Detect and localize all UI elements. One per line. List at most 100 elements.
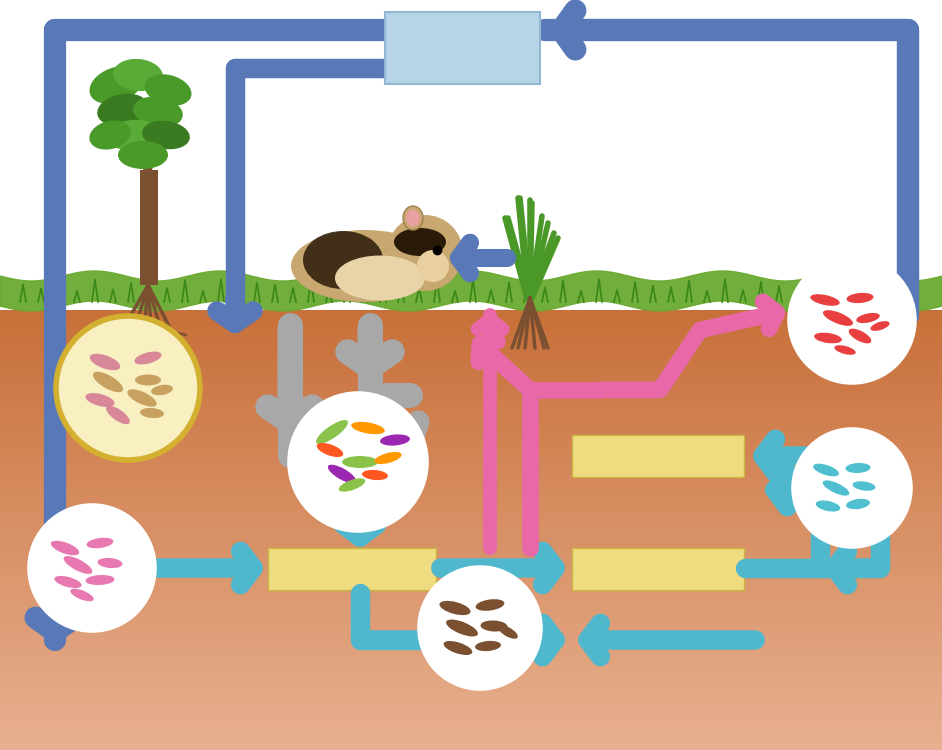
Bar: [140, 170, 158, 285]
Bar: [0, 478, 942, 487]
Ellipse shape: [813, 464, 839, 476]
Ellipse shape: [86, 393, 115, 407]
Ellipse shape: [328, 465, 356, 483]
Circle shape: [790, 258, 914, 382]
Ellipse shape: [142, 121, 190, 149]
Bar: [0, 383, 942, 392]
Bar: [0, 420, 942, 428]
Ellipse shape: [118, 141, 168, 169]
Circle shape: [30, 506, 154, 630]
Bar: [0, 369, 942, 377]
Bar: [0, 332, 942, 340]
Bar: [0, 713, 942, 722]
Ellipse shape: [380, 434, 410, 445]
Bar: [0, 530, 942, 538]
Ellipse shape: [303, 231, 383, 289]
Bar: [0, 581, 942, 590]
Bar: [0, 662, 942, 670]
Bar: [0, 486, 942, 494]
Bar: [0, 391, 942, 399]
Ellipse shape: [93, 372, 123, 392]
Ellipse shape: [853, 482, 875, 490]
Bar: [0, 728, 942, 736]
Ellipse shape: [135, 374, 161, 386]
Ellipse shape: [135, 352, 162, 364]
Bar: [0, 684, 942, 692]
Ellipse shape: [55, 576, 82, 588]
Ellipse shape: [314, 279, 336, 293]
Bar: [0, 449, 942, 458]
Ellipse shape: [133, 97, 183, 128]
Bar: [0, 464, 942, 472]
Bar: [0, 735, 942, 744]
Ellipse shape: [144, 74, 191, 106]
Ellipse shape: [317, 443, 343, 457]
Bar: [0, 552, 942, 560]
Bar: [0, 706, 942, 714]
Ellipse shape: [106, 120, 160, 150]
Bar: [0, 471, 942, 480]
Circle shape: [387, 215, 463, 291]
Ellipse shape: [847, 293, 873, 303]
Ellipse shape: [140, 408, 164, 418]
Bar: [0, 405, 942, 414]
Ellipse shape: [362, 470, 388, 480]
Ellipse shape: [51, 541, 79, 555]
Bar: [0, 339, 942, 348]
Bar: [0, 676, 942, 685]
Ellipse shape: [846, 463, 870, 473]
Bar: [572, 435, 744, 477]
Ellipse shape: [498, 626, 518, 639]
Ellipse shape: [856, 313, 880, 323]
Bar: [0, 362, 942, 370]
Circle shape: [56, 316, 200, 460]
Bar: [0, 376, 942, 384]
Ellipse shape: [342, 456, 378, 468]
Ellipse shape: [440, 601, 471, 615]
Ellipse shape: [151, 385, 173, 395]
Ellipse shape: [127, 389, 156, 406]
Bar: [0, 633, 942, 641]
Bar: [0, 457, 942, 465]
Ellipse shape: [480, 620, 508, 632]
Ellipse shape: [351, 422, 384, 434]
Bar: [0, 354, 942, 362]
Ellipse shape: [846, 499, 869, 509]
Ellipse shape: [335, 256, 425, 301]
Bar: [0, 610, 942, 619]
Circle shape: [417, 250, 449, 282]
Ellipse shape: [339, 283, 361, 297]
Bar: [0, 669, 942, 678]
Ellipse shape: [317, 420, 348, 444]
Circle shape: [420, 568, 540, 688]
Bar: [0, 494, 942, 502]
Ellipse shape: [364, 281, 386, 295]
Bar: [0, 560, 942, 568]
Ellipse shape: [823, 310, 853, 326]
Ellipse shape: [374, 452, 401, 464]
Ellipse shape: [822, 481, 850, 496]
Circle shape: [290, 394, 426, 530]
Ellipse shape: [444, 641, 472, 655]
Bar: [0, 596, 942, 604]
Bar: [0, 699, 942, 707]
Ellipse shape: [98, 558, 122, 568]
Ellipse shape: [89, 354, 121, 370]
Ellipse shape: [291, 230, 439, 302]
Bar: [0, 626, 942, 634]
Ellipse shape: [447, 620, 478, 637]
Bar: [0, 589, 942, 597]
Ellipse shape: [64, 556, 92, 574]
Bar: [0, 515, 942, 523]
Bar: [0, 413, 942, 421]
Bar: [0, 442, 942, 450]
Bar: [0, 317, 942, 326]
Bar: [0, 544, 942, 553]
Ellipse shape: [476, 599, 504, 610]
Ellipse shape: [849, 328, 871, 344]
Bar: [0, 603, 942, 612]
Ellipse shape: [106, 406, 130, 424]
Ellipse shape: [89, 121, 131, 149]
Ellipse shape: [403, 206, 423, 230]
Circle shape: [794, 430, 910, 546]
